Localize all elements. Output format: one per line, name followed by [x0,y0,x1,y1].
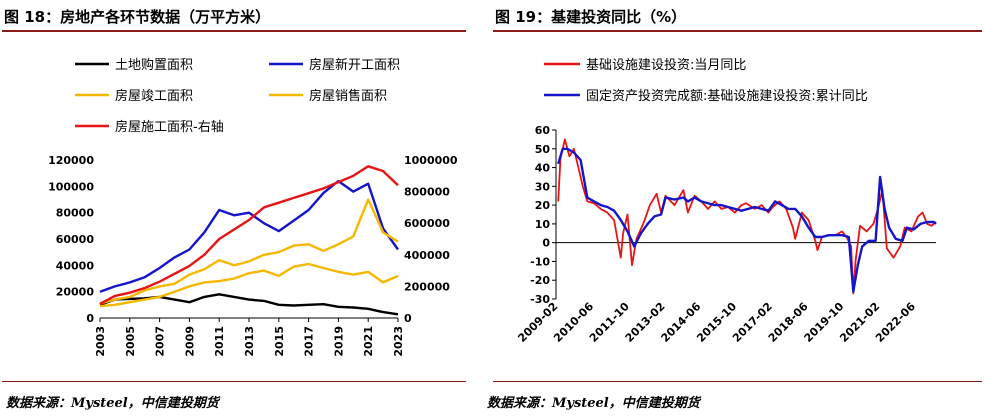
left-x-tick-label: 2005 [124,326,137,357]
left-y2-tick-label: 200000 [404,280,450,293]
left-legend-label-0: 土地购置面积 [115,57,193,73]
left-y-tick-label: 100000 [48,180,94,193]
right-series-line-0 [557,138,937,295]
left-y2-tick-label: 0 [404,312,412,325]
left-legend-label-3: 房屋销售面积 [309,88,387,104]
left-x-tick-label: 2023 [392,326,405,357]
left-y-tick-label: 120000 [48,154,94,167]
left-title-rule [2,30,466,32]
right-y-tick-label: 20 [535,199,551,212]
right-y-tick-label: 40 [535,162,551,175]
left-bottom-rule [2,381,466,382]
left-y-tick-label: 40000 [56,259,95,272]
right-legend-label-1: 固定资产投资完成额:基础设施建设投资:累计同比 [586,88,868,104]
left-x-tick-label: 2011 [213,326,226,357]
left-series-line-1 [99,179,399,293]
left-y2-tick-label: 1000000 [404,154,458,167]
right-panel-title: 图 19：基建投资同比（%） [495,8,687,26]
left-panel-title: 图 18：房地产各环节数据（万平方米） [4,8,271,26]
right-title-rule [493,30,982,32]
left-y-tick-label: 20000 [56,286,95,299]
right-series-line-1 [557,147,937,293]
left-legend-label-2: 房屋竣工面积 [115,88,193,104]
right-y-tick-label: 50 [535,143,551,156]
left-y2-tick-label: 800000 [404,186,450,199]
left-series-line-4 [99,165,399,305]
left-x-tick-label: 2007 [154,326,167,357]
left-x-tick-label: 2009 [183,326,196,357]
left-y-tick-label: 60000 [56,233,95,246]
right-y-tick-label: -10 [530,255,550,268]
left-series-line-0 [99,293,399,316]
right-y-tick-label: -30 [530,293,550,306]
left-x-tick-label: 2003 [94,326,107,357]
right-legend-label-0: 基础设施建设投资:当月同比 [586,57,746,73]
right-y-tick-label: 0 [542,237,550,250]
right-x-tick-label: 2022-06 [873,300,918,345]
left-source-note: 数据来源：Mysteel，中信建投期货 [6,396,219,411]
left-y-tick-label: 0 [86,312,94,325]
left-legend-label-4: 房屋施工面积-右轴 [115,119,224,135]
left-series-line-3 [99,262,399,308]
left-x-tick-label: 2017 [303,326,316,357]
left-y-tick-label: 80000 [56,207,95,220]
left-series-line-2 [99,198,399,305]
left-x-tick-label: 2021 [362,326,375,357]
left-y2-tick-label: 400000 [404,249,450,262]
left-x-tick-label: 2019 [332,326,345,357]
left-x-tick-label: 2013 [243,326,256,357]
left-legend-label-1: 房屋新开工面积 [309,57,400,73]
right-y-tick-label: 60 [535,124,551,137]
right-bottom-rule [493,381,982,382]
left-x-tick-label: 2015 [273,326,286,357]
right-y-tick-label: 30 [535,180,551,193]
left-y2-tick-label: 600000 [404,217,450,230]
right-y-tick-label: 10 [535,218,551,231]
right-y-tick-label: -20 [530,274,550,287]
right-source-note: 数据来源：Mysteel，中信建投期货 [487,396,700,411]
